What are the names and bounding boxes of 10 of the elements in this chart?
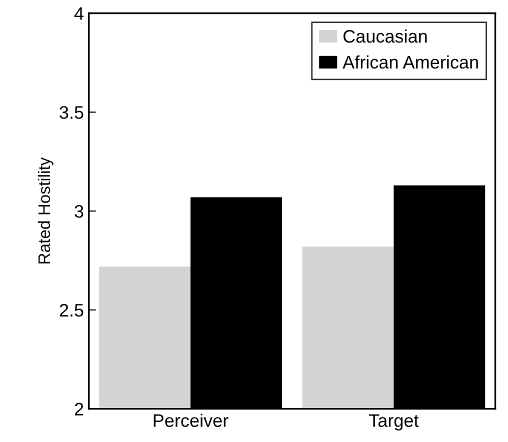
- legend-label: African American: [342, 55, 478, 69]
- legend-label: Caucasian: [343, 30, 427, 43]
- x-tick-label: Perceiver: [154, 414, 228, 427]
- x-tick-label: Target: [369, 414, 419, 431]
- y-tick-label: 3.5: [60, 106, 84, 119]
- y-tick-label: 4: [74, 7, 84, 20]
- y-tick-label: 2: [74, 402, 84, 416]
- y-tick-label: 2.5: [60, 304, 84, 317]
- y-axis-title: Rated Hostility: [38, 157, 54, 264]
- y-tick-label: 3: [74, 204, 84, 218]
